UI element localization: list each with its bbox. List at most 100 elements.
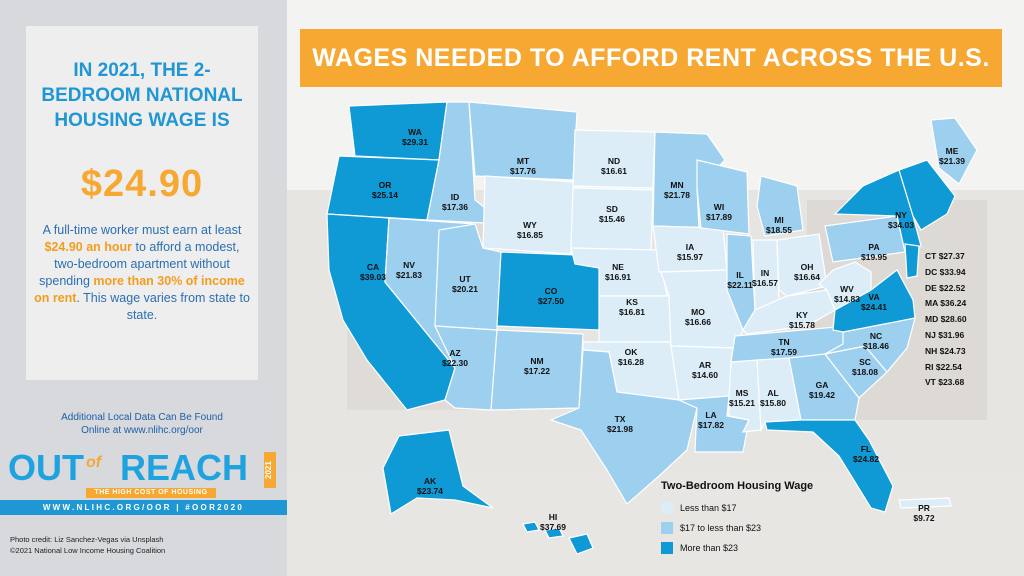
- state-abbr: PA: [868, 242, 879, 252]
- state-abbr: FL: [861, 444, 871, 454]
- state-abbr: PR: [918, 503, 930, 513]
- state-abbr: NC: [870, 331, 882, 341]
- state-wage: $14.83: [834, 294, 860, 304]
- state-label-in: IN $16.57: [752, 268, 778, 288]
- state-abbr: AZ: [449, 348, 460, 358]
- state-wage: $25.14: [372, 190, 398, 200]
- state-wage: $17.76: [510, 166, 536, 176]
- logo-of-text: of: [86, 454, 102, 471]
- state-wage: $19.95: [861, 252, 887, 262]
- state-new-england: [898, 159, 956, 231]
- state-label-ar: AR $14.60: [692, 360, 718, 380]
- state-label-az: AZ $22.30: [442, 348, 468, 368]
- state-wage: $19.42: [809, 390, 835, 400]
- legend: Two-Bedroom Housing Wage Less than $17 $…: [661, 480, 881, 560]
- state-wage: $17.22: [524, 366, 550, 376]
- local-data-line-2: Online at www.nlihc.org/oor: [81, 425, 203, 436]
- state-abbr: HI: [549, 512, 558, 522]
- state-abbr: NY: [895, 210, 907, 220]
- state-label-va: VA $24.41: [861, 292, 887, 312]
- state-wage: $14.60: [692, 370, 718, 380]
- url-bar: WWW.NLIHC.ORG/OOR | #OOR2020: [0, 500, 287, 515]
- state-abbr: OH: [801, 262, 814, 272]
- small-state-ct: CT $27.37: [925, 251, 965, 261]
- credits: Photo credit: Liz Sanchez-Vegas via Unsp…: [10, 534, 165, 556]
- body-part-3: . This wage varies from state to state.: [76, 291, 250, 322]
- state-wage: $17.36: [442, 202, 468, 212]
- state-wage: $16.91: [605, 272, 631, 282]
- body-part-1: A full-time worker must earn at least: [42, 223, 242, 237]
- state-wage: $9.72: [913, 513, 935, 523]
- state-pr: [898, 497, 952, 509]
- state-wage: $16.57: [752, 278, 778, 288]
- logo-year: 2021: [264, 452, 276, 488]
- state-label-ut: UT $20.21: [452, 274, 478, 294]
- state-wage: $29.31: [402, 137, 428, 147]
- state-label-co: CO $27.50: [538, 286, 564, 306]
- small-state-nh: NH $24.73: [925, 345, 966, 356]
- state-abbr: MO: [691, 307, 705, 317]
- legend-swatch-high: [661, 542, 673, 554]
- state-wage: $22.11: [727, 280, 753, 290]
- state-label-nv: NV $21.83: [396, 260, 422, 280]
- state-label-tx: TX $21.98: [607, 414, 633, 434]
- state-label-wy: WY $16.85: [517, 220, 543, 240]
- state-label-or: OR $25.14: [372, 180, 398, 200]
- out-of-reach-logo: OUT of REACH 2021 THE HIGH COST OF HOUSI…: [6, 448, 282, 500]
- legend-item-low: Less than $17: [661, 498, 881, 518]
- copyright: ©2021 National Low Income Housing Coalit…: [10, 546, 166, 555]
- state-abbr: WI: [714, 202, 724, 212]
- state-abbr: IN: [761, 268, 770, 278]
- state-abbr: MN: [670, 180, 683, 190]
- state-abbr: UT: [459, 274, 471, 284]
- state-wage: $18.55: [766, 225, 792, 235]
- state-abbr: NV: [403, 260, 415, 270]
- state-wi: [696, 159, 750, 235]
- state-wage: $16.85: [517, 230, 543, 240]
- state-wage: $21.78: [664, 190, 690, 200]
- state-abbr: KY: [796, 310, 808, 320]
- state-label-al: AL $15.80: [760, 388, 786, 408]
- us-map: WA $29.31 OR $25.14 CA $39.03 ID $17.36 NV $21.83…: [326, 101, 978, 555]
- state-abbr: WY: [523, 220, 537, 230]
- state-wy: [482, 175, 576, 255]
- state-abbr: SD: [606, 204, 618, 214]
- body-part-2: to afford a modest, two-bedroom apartmen…: [39, 240, 240, 288]
- state-nj: [904, 243, 920, 279]
- state-abbr: KS: [626, 297, 638, 307]
- state-abbr: AR: [699, 360, 711, 370]
- state-abbr: NM: [530, 356, 543, 366]
- state-label-ms: MS $15.21: [729, 388, 755, 408]
- state-wage: $15.78: [789, 320, 815, 330]
- state-abbr: OK: [625, 347, 639, 357]
- small-states-list: CT $27.37 DC $33.94 DE $22.52 MA $36.24 MD $…: [925, 249, 967, 391]
- state-label-mi: MI $18.55: [766, 215, 792, 235]
- state-label-mt: MT $17.76: [510, 156, 536, 176]
- small-state-dc: DC $33.94: [925, 266, 966, 277]
- small-state-ma: MA $36.24: [925, 298, 967, 309]
- state-wage: $16.61: [601, 166, 627, 176]
- map-panel: WAGES NEEDED TO AFFORD RENT ACROSS THE U…: [287, 0, 1024, 576]
- state-wage: $27.50: [538, 296, 564, 306]
- state-label-pa: PA $19.95: [861, 242, 887, 262]
- state-label-mo: MO $16.66: [685, 307, 711, 327]
- state-label-oh: OH $16.64: [794, 262, 820, 282]
- callout-headline: IN 2021, THE 2-BEDROOM NATIONAL HOUSING …: [41, 60, 243, 131]
- state-label-wv: WV $14.83: [834, 284, 860, 304]
- state-wage: $15.46: [599, 214, 625, 224]
- state-abbr: TX: [615, 414, 626, 424]
- state-label-ne: NE $16.91: [605, 262, 631, 282]
- state-label-ga: GA $19.42: [809, 380, 835, 400]
- state-va: [832, 269, 916, 333]
- state-fl: [764, 419, 894, 513]
- state-wage: $24.82: [853, 454, 879, 464]
- callout-body: A full-time worker must earn at least $2…: [34, 222, 250, 324]
- state-abbr: TN: [778, 337, 789, 347]
- state-wv: [818, 261, 872, 311]
- state-abbr: MI: [774, 215, 783, 225]
- state-abbr: MS: [736, 388, 749, 398]
- sidebar: IN 2021, THE 2-BEDROOM NATIONAL HOUSING …: [0, 0, 287, 576]
- state-nd: [572, 129, 656, 189]
- state-wage: $24.41: [861, 302, 887, 312]
- state-wage: $17.82: [698, 420, 724, 430]
